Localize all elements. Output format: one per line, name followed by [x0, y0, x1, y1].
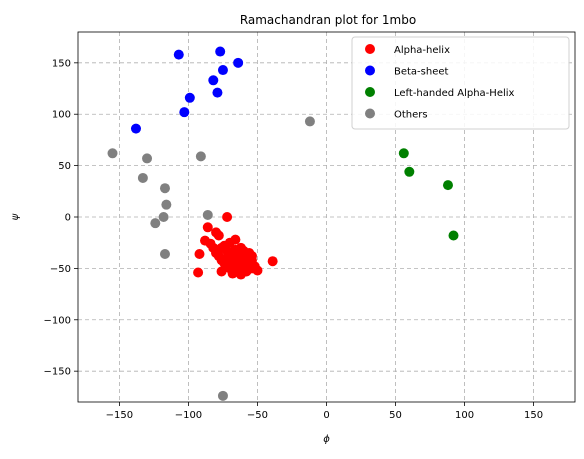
point-alpha-helix — [202, 222, 213, 233]
point-alpha-helix — [208, 242, 219, 253]
y-tick-label: 0 — [65, 213, 71, 224]
legend-marker — [365, 44, 375, 54]
x-tick-label: −50 — [247, 410, 268, 421]
y-tick-label: 100 — [52, 110, 71, 121]
point-beta-sheet — [130, 123, 141, 134]
legend-marker — [365, 108, 375, 119]
legend-label: Left-handed Alpha-Helix — [394, 88, 515, 99]
legend-marker — [365, 87, 375, 97]
x-tick-label: 100 — [455, 410, 474, 421]
point-alpha-helix — [224, 251, 235, 262]
y-tick-label: 50 — [58, 161, 71, 172]
point-beta-sheet — [179, 107, 190, 118]
point-alpha-helix — [194, 249, 205, 259]
legend-marker — [365, 65, 375, 76]
point-alpha-helix — [216, 266, 227, 277]
point-alpha-helix — [230, 234, 241, 245]
y-axis-label: ψ — [10, 213, 21, 220]
y-tick-label: −150 — [44, 367, 71, 378]
legend-label: Others — [394, 110, 428, 121]
legend-box — [351, 36, 570, 130]
point-left-handed-alpha-helix — [398, 148, 409, 159]
chart-title: Ramachandran plot for 1mbo — [240, 13, 416, 27]
legend-label: Alpha-helix — [394, 45, 450, 56]
point-alpha-helix — [227, 268, 238, 279]
x-tick-label: −150 — [106, 410, 133, 421]
point-beta-sheet — [233, 57, 244, 68]
point-beta-sheet — [217, 65, 228, 76]
x-tick-label: 0 — [323, 410, 329, 421]
point-alpha-helix — [222, 212, 233, 222]
x-tick-label: −100 — [175, 410, 202, 421]
point-others — [217, 390, 228, 401]
point-others — [161, 199, 172, 210]
y-tick-label: −100 — [44, 315, 71, 326]
point-alpha-helix — [235, 269, 246, 280]
point-others — [142, 153, 153, 164]
x-tick-label: 50 — [389, 410, 402, 421]
y-tick-label: −50 — [50, 264, 71, 275]
point-others — [159, 249, 170, 259]
point-others — [107, 148, 118, 159]
point-beta-sheet — [208, 75, 219, 86]
point-others — [202, 209, 213, 220]
point-others — [159, 183, 170, 194]
point-beta-sheet — [212, 87, 223, 98]
legend: Alpha-helix Beta-sheet Left-handed Alpha-H… — [351, 36, 570, 130]
point-others — [304, 116, 315, 127]
point-alpha-helix — [193, 267, 204, 278]
point-alpha-helix — [246, 263, 257, 274]
axis-ticks: −150 −100 −50 0 50 100 150 −150 −100 −50 0 50 100 150 — [44, 58, 544, 421]
point-beta-sheet — [184, 92, 195, 103]
point-others — [158, 212, 169, 222]
data-points — [107, 46, 459, 401]
point-left-handed-alpha-helix — [442, 180, 453, 191]
point-beta-sheet — [215, 46, 226, 57]
x-axis-label: ϕ — [323, 434, 330, 445]
point-beta-sheet — [173, 49, 184, 60]
point-alpha-helix — [267, 256, 278, 267]
point-left-handed-alpha-helix — [448, 230, 459, 241]
y-tick-label: 150 — [52, 58, 71, 69]
point-alpha-helix — [213, 230, 224, 241]
point-others — [195, 151, 206, 162]
legend-label: Beta-sheet — [394, 67, 449, 78]
point-others — [150, 218, 161, 229]
point-left-handed-alpha-helix — [404, 166, 415, 177]
x-tick-label: 150 — [524, 410, 543, 421]
point-others — [137, 172, 148, 183]
